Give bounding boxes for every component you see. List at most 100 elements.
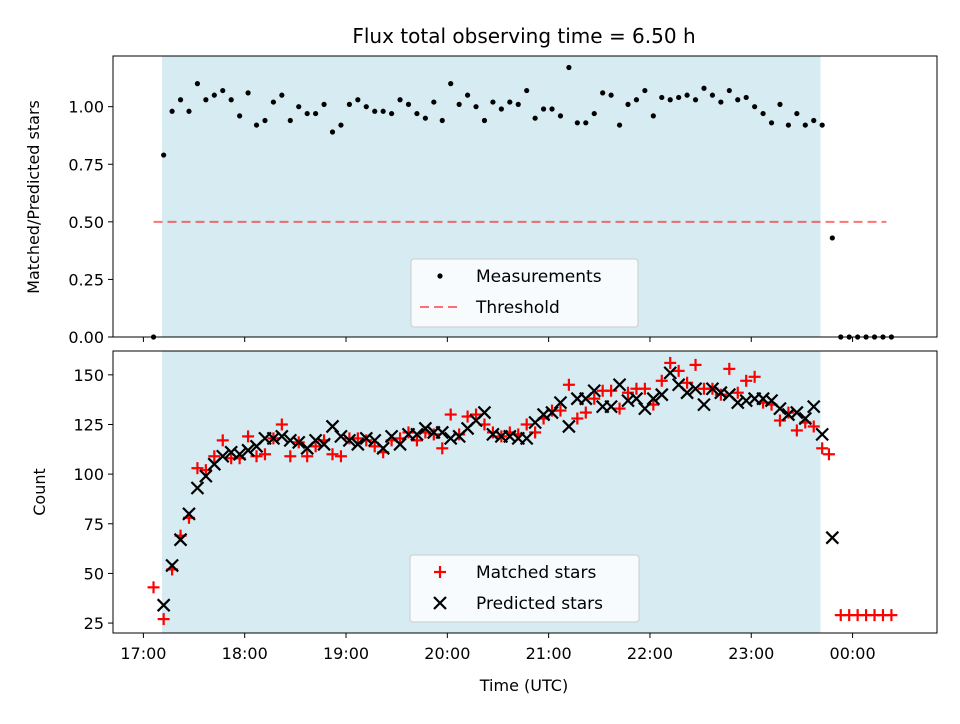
top-y-tick-label: 0.00 <box>68 328 104 347</box>
measurement-point <box>177 97 184 103</box>
measurement-point <box>625 101 631 107</box>
legend-threshold-label: Threshold <box>475 298 560 318</box>
predicted-star-point <box>680 385 694 400</box>
matched-star-point <box>470 408 483 421</box>
predicted-star-point <box>241 443 255 458</box>
measurement-point <box>431 99 437 105</box>
predicted-star-point <box>562 419 576 434</box>
measurement-point <box>777 101 783 107</box>
matched-star-point <box>216 434 229 447</box>
measurement-point <box>355 97 361 103</box>
measurement-point <box>811 117 817 124</box>
measurement-point <box>709 92 716 98</box>
matched-star-point <box>258 448 271 461</box>
predicted-star-point <box>182 507 196 521</box>
matched-star-point <box>816 442 829 455</box>
measurement-point <box>228 97 234 103</box>
bottom-y-axis-label: Count <box>30 468 49 516</box>
x-tick-label: 23:00 <box>728 644 774 663</box>
predicted-star-point <box>317 437 331 452</box>
matched-star-point <box>807 420 820 433</box>
predicted-star-point <box>815 427 829 442</box>
measurement-point <box>829 235 835 241</box>
top-y-tick-label: 1.00 <box>68 98 104 117</box>
predicted-star-point <box>351 437 365 452</box>
matched-star-point <box>731 386 744 399</box>
measurement-point <box>667 97 673 103</box>
x-tick-label: 18:00 <box>222 644 268 663</box>
predicted-star-point <box>190 481 205 495</box>
matched-star-point <box>520 418 533 431</box>
predicted-star-point <box>435 425 450 440</box>
bottom-y-tick-label: 50 <box>84 564 104 583</box>
measurement-point <box>473 104 479 110</box>
predicted-star-point <box>291 435 306 450</box>
measurement-point <box>169 108 175 114</box>
measurement-point <box>321 101 327 107</box>
x-tick-label: 21:00 <box>526 644 572 663</box>
measurement-point <box>279 92 285 98</box>
measurement-point <box>557 113 564 119</box>
x-tick-label: 17:00 <box>120 644 166 663</box>
measurement-point <box>600 90 606 96</box>
measurement-point <box>684 92 690 98</box>
top-panel: 0.00 0.25 0.50 0.75 1.00 Matched/Predicted s… <box>24 55 938 347</box>
legend-predicted-marker <box>433 596 447 610</box>
predicted-star-point <box>697 397 711 412</box>
bottom-y-tick-label: 125 <box>73 415 104 434</box>
legend-matched-label: Matched stars <box>476 563 596 583</box>
predicted-star-point <box>173 532 188 547</box>
measurement-point <box>760 110 766 117</box>
top-y-axis-label: Matched/Predicted stars <box>24 100 43 294</box>
predicted-star-point <box>342 433 357 448</box>
legend-matched-marker <box>434 566 446 578</box>
bottom-y-tick-label: 100 <box>73 465 104 484</box>
matched-star-point <box>672 364 685 377</box>
matched-star-point <box>208 450 221 463</box>
predicted-star-point <box>215 449 230 464</box>
x-axis-label: Time (UTC) <box>479 676 568 695</box>
matched-star-point <box>655 374 668 387</box>
matched-star-point <box>723 362 736 375</box>
measurement-point <box>405 101 412 107</box>
measurement-point <box>329 129 336 135</box>
measurement-point <box>524 87 530 94</box>
measurement-point <box>287 117 293 124</box>
measurement-point <box>574 120 580 126</box>
measurement-point <box>532 115 538 121</box>
measurement-point <box>389 110 395 117</box>
measurement-point <box>414 110 420 117</box>
top-legend: Measurements Threshold <box>410 258 639 328</box>
matched-star-point <box>351 432 364 445</box>
measurement-point <box>313 110 319 117</box>
bottom-y-tick-label: 75 <box>84 515 104 534</box>
measurement-point <box>380 108 386 114</box>
matched-star-point <box>147 581 160 594</box>
measurement-point <box>642 87 648 94</box>
measurement-point <box>253 122 260 128</box>
predicted-star-point <box>663 366 677 380</box>
top-y-tick-label: 0.75 <box>68 155 104 174</box>
predicted-star-point <box>654 387 669 402</box>
predicted-star-point <box>275 429 289 444</box>
matched-star-point <box>885 609 898 622</box>
measurement-point <box>498 106 504 112</box>
measurement-point <box>372 108 378 114</box>
measurement-point <box>726 87 732 94</box>
measurement-point <box>794 110 800 117</box>
measurement-point <box>743 94 749 101</box>
measurement-point <box>397 97 403 103</box>
predicted-star-point <box>165 558 179 573</box>
x-tick-label: 00:00 <box>830 644 876 663</box>
x-tick-label: 22:00 <box>627 644 673 663</box>
matched-star-point <box>301 450 314 463</box>
measurement-point <box>456 101 462 107</box>
matched-star-point <box>191 462 204 475</box>
measurement-point <box>752 104 758 110</box>
bottom-legend: Matched stars Predicted stars <box>409 554 640 623</box>
measurement-point <box>161 152 167 158</box>
measurement-point <box>608 92 614 98</box>
matched-star-point <box>638 382 651 395</box>
measurement-point <box>211 92 217 98</box>
